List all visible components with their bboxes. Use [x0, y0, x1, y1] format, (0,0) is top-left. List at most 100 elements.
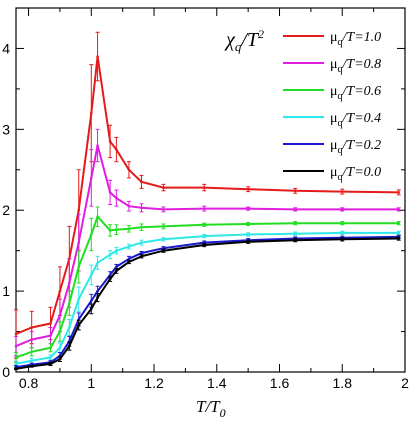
x-axis-label: T/T0: [196, 397, 226, 420]
data-point: [293, 232, 297, 235]
y-axis-label-sup: 2: [258, 27, 264, 41]
y-tick-label: 1: [2, 283, 10, 299]
legend: μq/T=1.0 μq/T=0.8 μq/T=0.6 μq/T=0.4 μq/T=0.2…: [283, 30, 381, 183]
data-point: [162, 249, 165, 252]
x-tick-label: 1.8: [333, 375, 353, 391]
data-point: [77, 323, 81, 327]
data-point: [202, 207, 206, 210]
data-point: [14, 367, 18, 371]
data-point: [49, 362, 52, 366]
data-point: [340, 238, 344, 241]
data-point: [49, 334, 52, 337]
data-point: [14, 344, 18, 348]
data-point: [140, 206, 143, 210]
x-tick-label: 1.6: [270, 375, 290, 391]
data-point: [115, 265, 118, 269]
data-point: [89, 307, 93, 311]
y-tick-label: 4: [2, 40, 10, 56]
data-point: [89, 111, 93, 115]
data-point: [340, 231, 344, 235]
data-point: [108, 277, 112, 281]
data-point: [77, 241, 81, 244]
x-tick-label: 1: [87, 375, 95, 391]
data-point: [14, 362, 18, 366]
x-axis-label-sub: 0: [220, 406, 226, 420]
data-point: [115, 269, 118, 273]
data-point: [49, 356, 52, 359]
data-point: [96, 261, 99, 265]
data-point: [246, 207, 250, 210]
y-axis-label-chi: χ: [224, 29, 236, 51]
series-line: [15, 56, 399, 335]
x-tick-label: 0.8: [19, 375, 39, 391]
data-point: [140, 241, 143, 244]
legend-label: μq/T=0.0: [330, 165, 381, 183]
data-point: [127, 245, 131, 248]
data-point: [397, 237, 401, 240]
data-point: [140, 255, 143, 258]
data-point: [30, 338, 33, 341]
data-point: [96, 296, 99, 299]
x-tick-label: 1.2: [144, 375, 164, 391]
x-axis-label-main: T/T: [196, 397, 221, 416]
series-lines: [14, 31, 401, 371]
data-point: [108, 229, 112, 232]
data-point: [108, 140, 112, 143]
y-tick-label: 0: [2, 364, 10, 380]
legend-entry: μq/T=0.6: [283, 84, 381, 102]
data-point: [140, 225, 143, 229]
data-point: [108, 191, 112, 194]
legend-entry: μq/T=0.4: [283, 111, 381, 129]
data-point: [68, 301, 71, 305]
data-point: [30, 326, 33, 329]
data-point: [108, 273, 112, 277]
series-5: [14, 236, 401, 371]
data-point: [127, 227, 131, 231]
data-point: [77, 297, 81, 301]
legend-label: μq/T=0.6: [330, 84, 381, 102]
legend-entry: μq/T=0.0: [283, 165, 381, 183]
legend-label: μq/T=0.2: [330, 138, 381, 156]
data-point: [340, 190, 344, 193]
data-point: [68, 344, 71, 348]
data-point: [127, 168, 131, 172]
data-point: [340, 208, 344, 211]
data-point: [30, 350, 33, 354]
data-point: [89, 299, 93, 303]
legend-entry: μq/T=1.0: [283, 30, 381, 48]
data-point: [89, 273, 93, 277]
data-point: [58, 357, 62, 361]
data-point: [246, 233, 250, 236]
data-point: [115, 148, 118, 151]
data-point: [127, 204, 131, 208]
data-point: [397, 231, 401, 235]
data-point: [68, 326, 71, 329]
data-point: [162, 186, 165, 189]
data-point: [127, 260, 131, 264]
data-point: [77, 208, 81, 212]
series-line: [15, 214, 399, 359]
data-point: [58, 289, 62, 293]
series-line: [15, 237, 399, 370]
data-point: [246, 222, 250, 226]
data-point: [96, 55, 99, 58]
data-point: [202, 243, 206, 247]
data-point: [115, 228, 118, 231]
data-point: [30, 359, 33, 362]
data-point: [89, 233, 93, 236]
data-point: [68, 281, 71, 285]
series-line: [15, 231, 399, 365]
data-point: [340, 221, 344, 225]
legend-label: μq/T=0.4: [330, 111, 381, 129]
x-tick-label: 2: [401, 375, 409, 391]
data-point: [397, 208, 401, 211]
data-point: [58, 346, 62, 350]
data-point: [140, 251, 143, 255]
y-axis-label-sub: q: [235, 39, 242, 54]
data-point: [96, 144, 99, 147]
data-point: [246, 187, 250, 191]
data-point: [162, 238, 165, 241]
data-point: [293, 221, 297, 225]
legend-entry: μq/T=0.2: [283, 138, 381, 156]
